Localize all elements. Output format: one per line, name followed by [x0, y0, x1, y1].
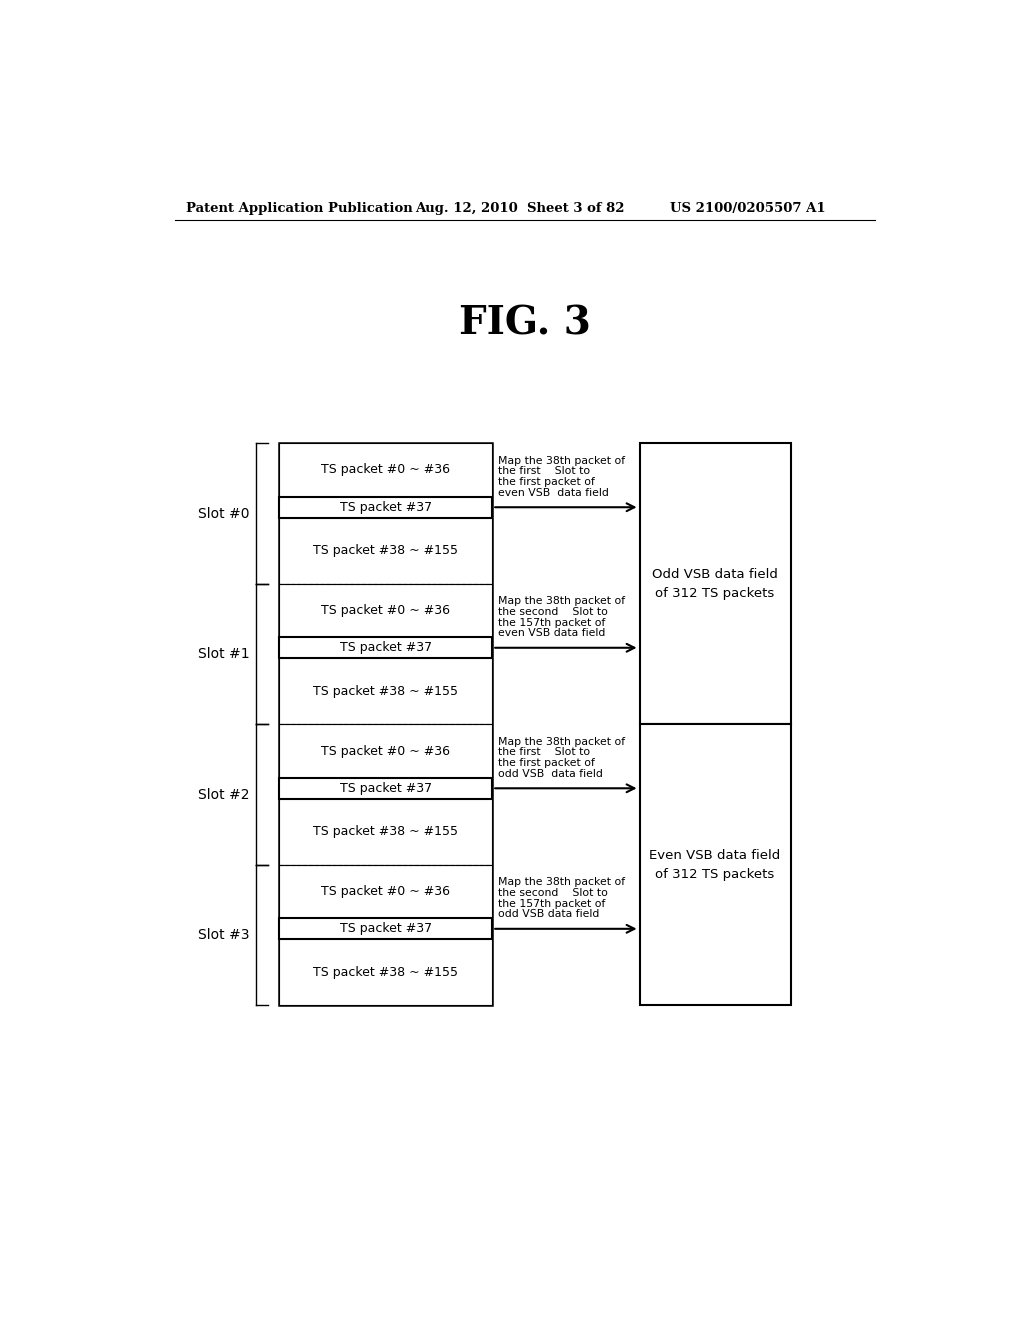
Bar — [280, 940, 493, 1006]
Text: US 2100/0205507 A1: US 2100/0205507 A1 — [671, 202, 826, 215]
Bar — [640, 444, 791, 725]
Text: the first    Slot to: the first Slot to — [499, 747, 591, 758]
Bar — [280, 444, 493, 496]
Text: Slot #3: Slot #3 — [199, 928, 250, 942]
Text: odd VSB data field: odd VSB data field — [499, 909, 600, 920]
Text: TS packet #37: TS packet #37 — [340, 642, 432, 655]
Text: Slot #0: Slot #0 — [199, 507, 250, 520]
Text: the 157th packet of: the 157th packet of — [499, 899, 606, 908]
Bar — [280, 659, 493, 725]
Bar — [640, 725, 791, 1006]
Text: TS packet #37: TS packet #37 — [340, 500, 432, 513]
Text: even VSB  data field: even VSB data field — [499, 488, 609, 498]
Text: TS packet #0 ~ #36: TS packet #0 ~ #36 — [322, 463, 451, 477]
Text: Map the 38th packet of: Map the 38th packet of — [499, 737, 626, 747]
Text: the first    Slot to: the first Slot to — [499, 466, 591, 477]
Text: the first packet of: the first packet of — [499, 477, 595, 487]
Bar — [280, 777, 493, 799]
Text: the second    Slot to: the second Slot to — [499, 607, 608, 616]
Text: Patent Application Publication: Patent Application Publication — [186, 202, 413, 215]
Text: the 157th packet of: the 157th packet of — [499, 618, 606, 627]
Text: TS packet #0 ~ #36: TS packet #0 ~ #36 — [322, 744, 451, 758]
Bar — [280, 638, 493, 659]
Bar — [280, 799, 493, 865]
Text: Slot #2: Slot #2 — [199, 788, 250, 801]
Text: Aug. 12, 2010  Sheet 3 of 82: Aug. 12, 2010 Sheet 3 of 82 — [415, 202, 625, 215]
Bar — [280, 444, 493, 1006]
Text: odd VSB  data field: odd VSB data field — [499, 768, 603, 779]
Text: even VSB data field: even VSB data field — [499, 628, 606, 639]
Bar — [280, 865, 493, 919]
Text: Map the 38th packet of: Map the 38th packet of — [499, 455, 626, 466]
Text: Even VSB data field
of 312 TS packets: Even VSB data field of 312 TS packets — [649, 849, 780, 880]
Text: Map the 38th packet of: Map the 38th packet of — [499, 876, 626, 887]
Bar — [280, 517, 493, 583]
Text: TS packet #37: TS packet #37 — [340, 923, 432, 936]
Text: TS packet #37: TS packet #37 — [340, 781, 432, 795]
Text: the second    Slot to: the second Slot to — [499, 888, 608, 898]
Text: TS packet #38 ~ #155: TS packet #38 ~ #155 — [313, 544, 458, 557]
Bar — [280, 583, 493, 638]
Bar — [280, 496, 493, 517]
Bar — [280, 919, 493, 940]
Text: TS packet #38 ~ #155: TS packet #38 ~ #155 — [313, 825, 458, 838]
Text: TS packet #0 ~ #36: TS packet #0 ~ #36 — [322, 605, 451, 616]
Text: TS packet #38 ~ #155: TS packet #38 ~ #155 — [313, 966, 458, 979]
Text: Odd VSB data field
of 312 TS packets: Odd VSB data field of 312 TS packets — [652, 568, 778, 599]
Text: Slot #1: Slot #1 — [198, 647, 250, 661]
Text: FIG. 3: FIG. 3 — [459, 305, 591, 343]
Text: TS packet #38 ~ #155: TS packet #38 ~ #155 — [313, 685, 458, 698]
Bar — [280, 725, 493, 777]
Text: TS packet #0 ~ #36: TS packet #0 ~ #36 — [322, 886, 451, 898]
Text: the first packet of: the first packet of — [499, 758, 595, 768]
Text: Map the 38th packet of: Map the 38th packet of — [499, 597, 626, 606]
